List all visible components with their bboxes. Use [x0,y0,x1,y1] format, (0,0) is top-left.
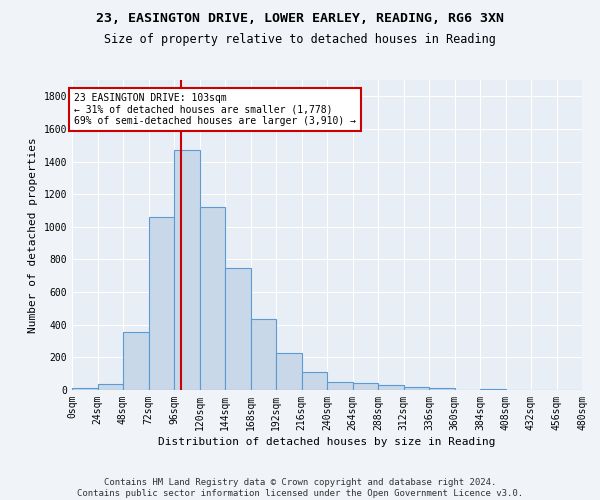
Bar [429,388,455,390]
Bar [199,208,225,390]
Bar [353,382,378,390]
Y-axis label: Number of detached properties: Number of detached properties [28,137,38,333]
Text: Contains HM Land Registry data © Crown copyright and database right 2024.
Contai: Contains HM Land Registry data © Crown c… [77,478,523,498]
Text: 23 EASINGTON DRIVE: 103sqm
← 31% of detached houses are smaller (1,778)
69% of s: 23 EASINGTON DRIVE: 103sqm ← 31% of deta… [74,93,356,126]
Bar [149,217,174,390]
Bar [72,388,97,390]
Bar [327,382,353,390]
Bar [97,384,123,390]
Bar [480,389,505,390]
Text: 23, EASINGTON DRIVE, LOWER EARLEY, READING, RG6 3XN: 23, EASINGTON DRIVE, LOWER EARLEY, READI… [96,12,504,26]
X-axis label: Distribution of detached houses by size in Reading: Distribution of detached houses by size … [158,437,496,447]
Bar [302,372,327,390]
Bar [174,150,199,390]
Bar [378,385,404,390]
Bar [225,268,251,390]
Bar [404,386,429,390]
Bar [251,319,276,390]
Bar [123,332,149,390]
Bar [276,354,302,390]
Text: Size of property relative to detached houses in Reading: Size of property relative to detached ho… [104,32,496,46]
